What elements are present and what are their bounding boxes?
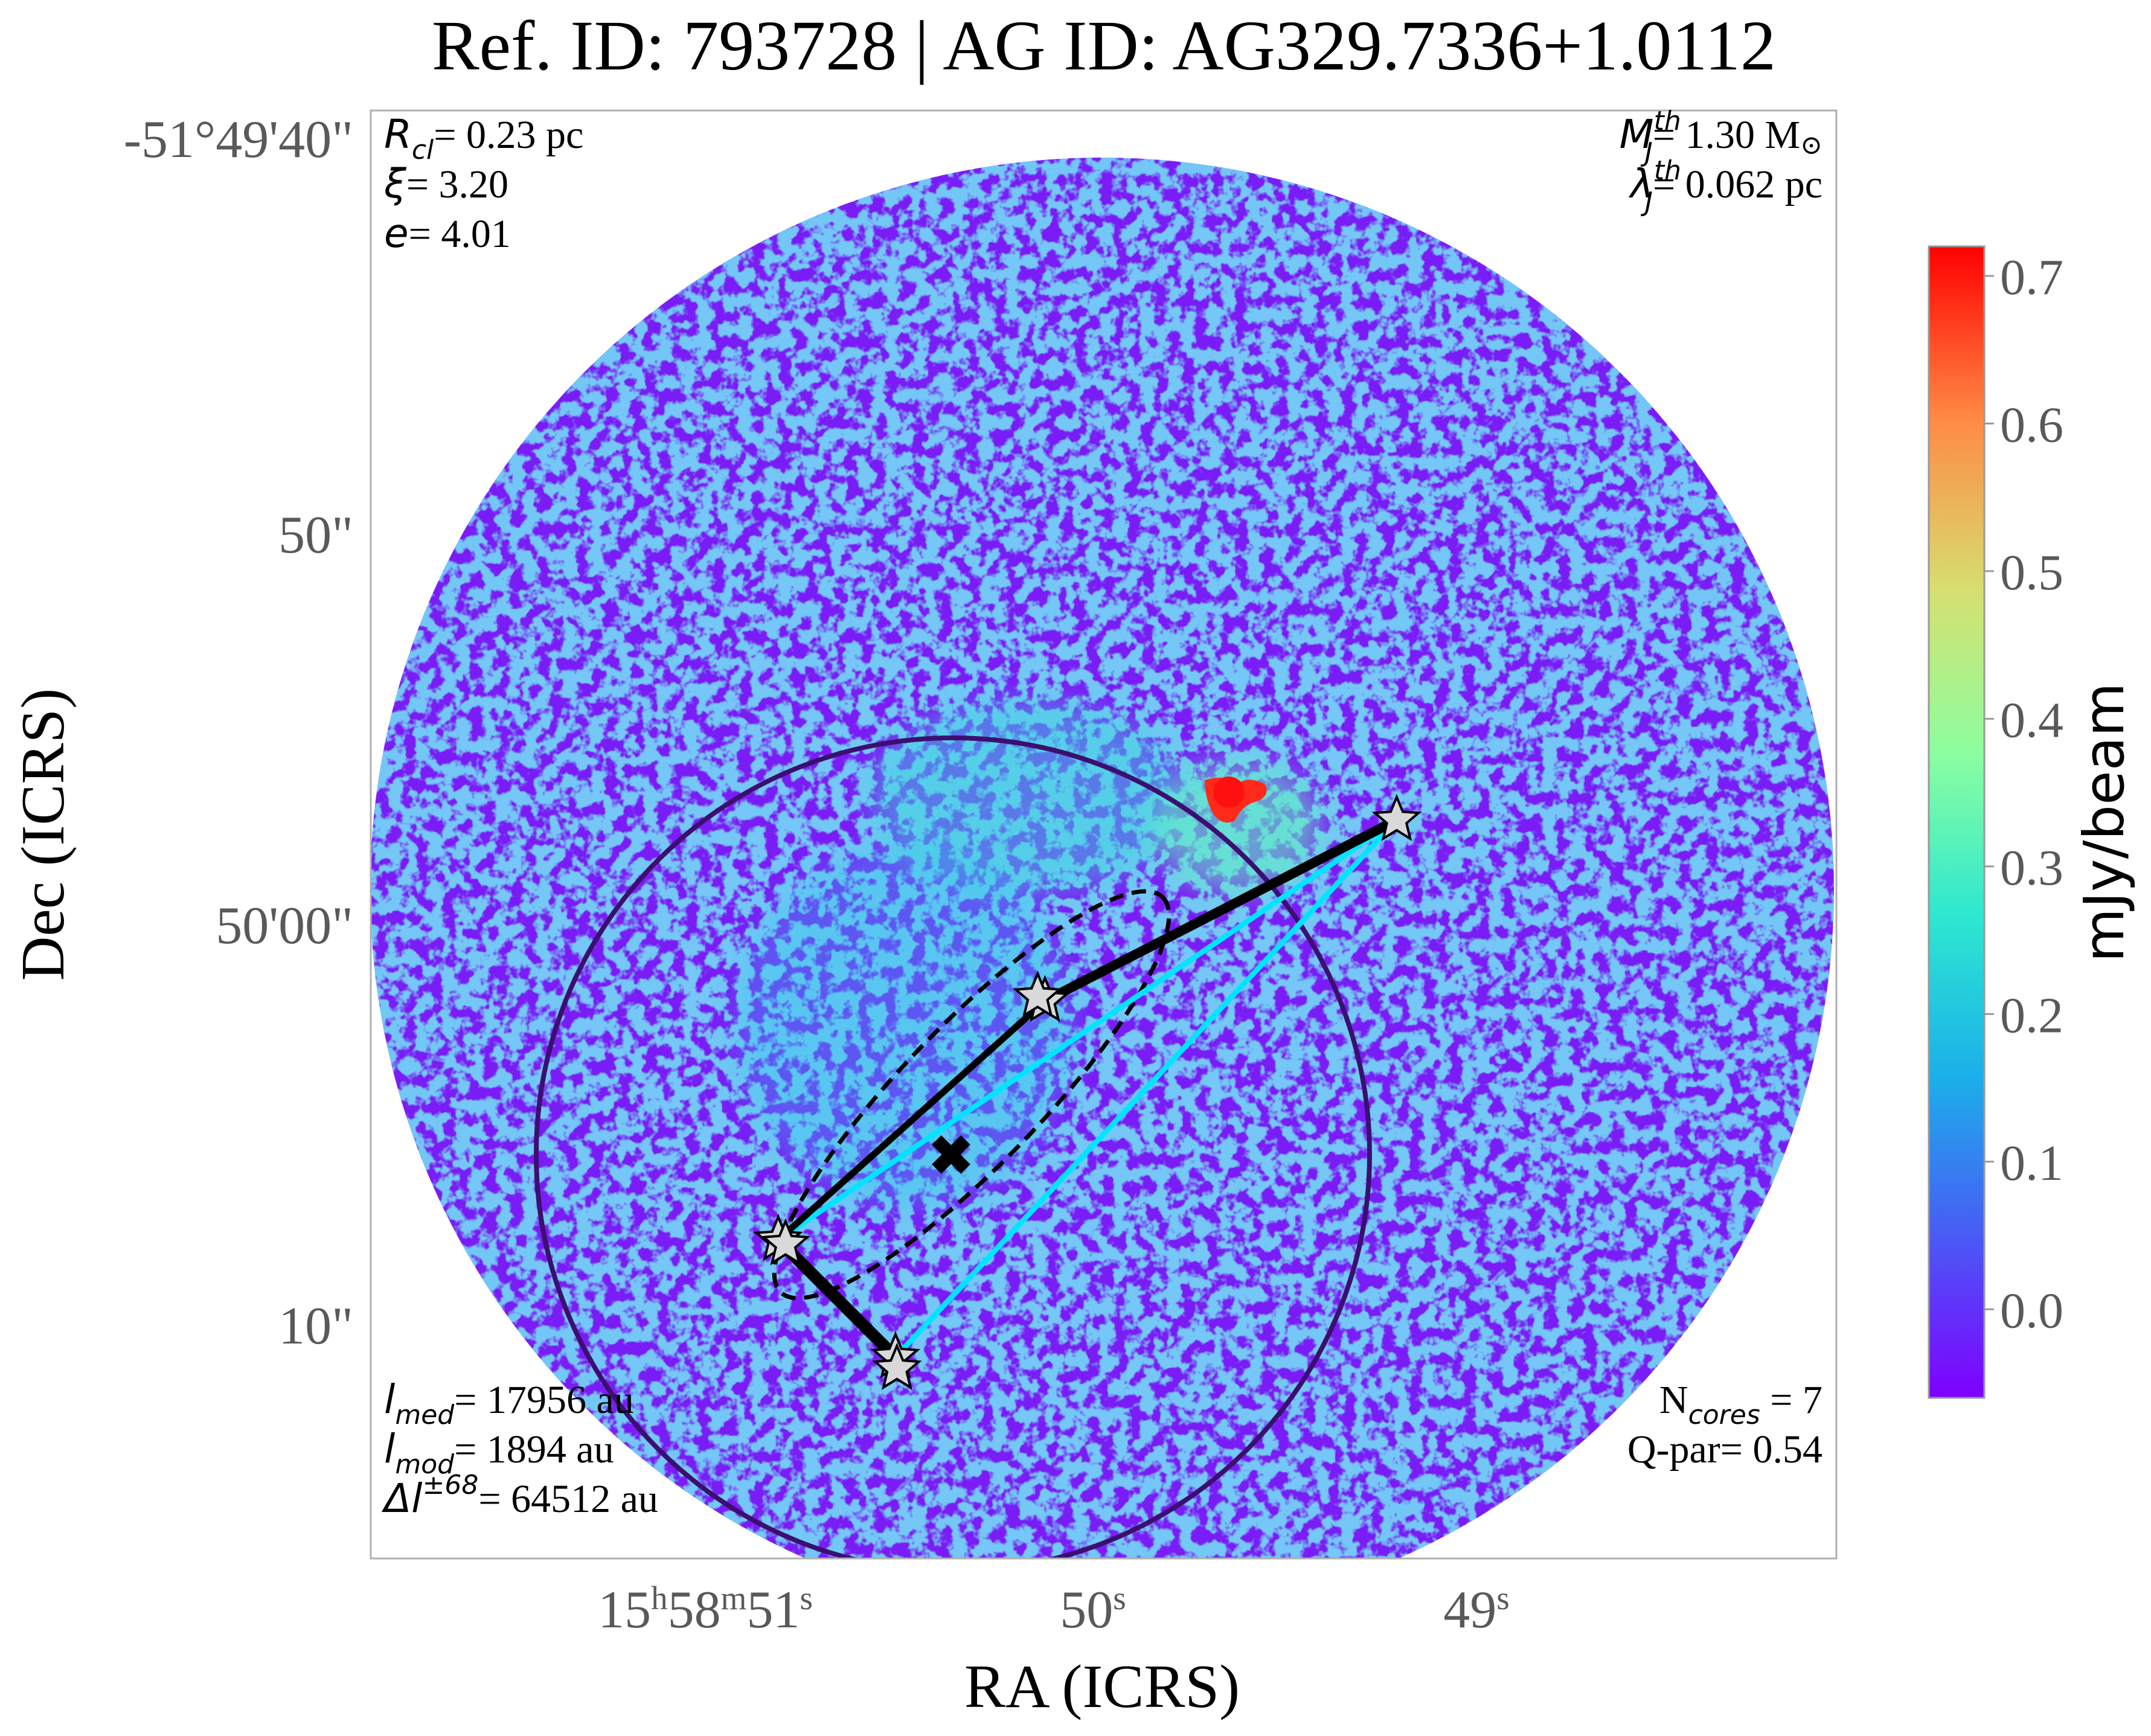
x-tick-label: 49s — [1443, 1580, 1509, 1640]
annotation-line: e= 4.01 — [384, 210, 511, 257]
colorbar-tick-label: 0.4 — [2000, 692, 2063, 748]
colorbar-tick-label: 0.0 — [2000, 1283, 2063, 1339]
colorbar-label: mJy/beam — [2072, 682, 2137, 962]
colorbar-tick-label: 0.2 — [2000, 987, 2063, 1043]
y-tick-label: 50'00" — [216, 897, 353, 955]
core-star-icon — [1371, 793, 1422, 842]
core-star-icon — [760, 1218, 810, 1266]
core-markers — [753, 793, 1422, 1390]
colorbar: 0.0 0.1 0.2 0.3 0.4 0.5 0.6 0.7 mJy/beam — [1928, 245, 2137, 1399]
annotation-line: ξ= 3.20 — [383, 161, 508, 207]
annotation-line: lmod= 1894 au — [384, 1426, 614, 1480]
emission-region — [737, 700, 1322, 1208]
mst-edge — [1040, 815, 1402, 1006]
hot-spot — [1205, 777, 1267, 823]
annotation-line: Q-par= 0.54 — [1627, 1427, 1822, 1472]
intensity-map — [371, 158, 1834, 1558]
chart-title: Ref. ID: 793728 | AG ID: AG329.7336+1.01… — [432, 6, 1776, 85]
colorbar-tick-label: 0.1 — [2000, 1135, 2063, 1191]
mst-edge — [775, 998, 1048, 1243]
colorbar-gradient — [1928, 245, 1986, 1399]
colorbar-tick-label: 0.3 — [2000, 840, 2063, 896]
annotation-texts: Rcl= 0.23 pcξ= 3.20e= 4.01 Mth J= 1.30 M⊙λ… — [381, 106, 1822, 1522]
annotation-line: Rcl= 0.23 pc — [384, 111, 583, 165]
hull-edge — [777, 818, 1399, 1243]
colorbar-tick-label: 0.6 — [2000, 397, 2063, 453]
y-tick-label: -51°49'40" — [124, 111, 353, 169]
y-tick-labels: -51°49'40" 50" 50'00" 10" — [124, 111, 353, 1356]
axes-frame — [370, 109, 1838, 1560]
core-star-icon — [1013, 970, 1063, 1018]
x-tick-label: 50s — [1060, 1580, 1126, 1640]
colorbar-tick-label: 0.7 — [2000, 249, 2063, 306]
colorbar-ticks: 0.0 0.1 0.2 0.3 0.4 0.5 0.6 0.7 — [1984, 249, 2063, 1339]
hull-edge — [893, 818, 1399, 1359]
clump-circle — [534, 735, 1372, 1558]
annotation-line: Ncores = 7 — [1659, 1378, 1822, 1430]
x-tick-label: 15h58m51s — [598, 1580, 813, 1640]
annotation-line: Mth J= 1.30 M⊙ — [1620, 106, 1822, 168]
core-star-icon — [872, 1342, 922, 1390]
x-tick-labels: 15h58m51s 50s 49s — [598, 1580, 1510, 1640]
x-axis-label: RA (ICRS) — [964, 1653, 1240, 1721]
y-tick-label: 50" — [278, 506, 353, 565]
y-axis-label: Dec (ICRS) — [9, 688, 77, 981]
annotation-line: Δl±68= 64512 au — [381, 1470, 658, 1522]
annotation-line: lmed= 17956 au — [384, 1376, 634, 1430]
colorbar-tick-label: 0.5 — [2000, 545, 2063, 601]
center-cross-icon — [932, 1135, 970, 1174]
annotation-line: λth J= 0.062 pc — [1629, 155, 1822, 217]
y-tick-label: 10" — [278, 1297, 353, 1356]
fit-ellipse — [772, 889, 1172, 1301]
